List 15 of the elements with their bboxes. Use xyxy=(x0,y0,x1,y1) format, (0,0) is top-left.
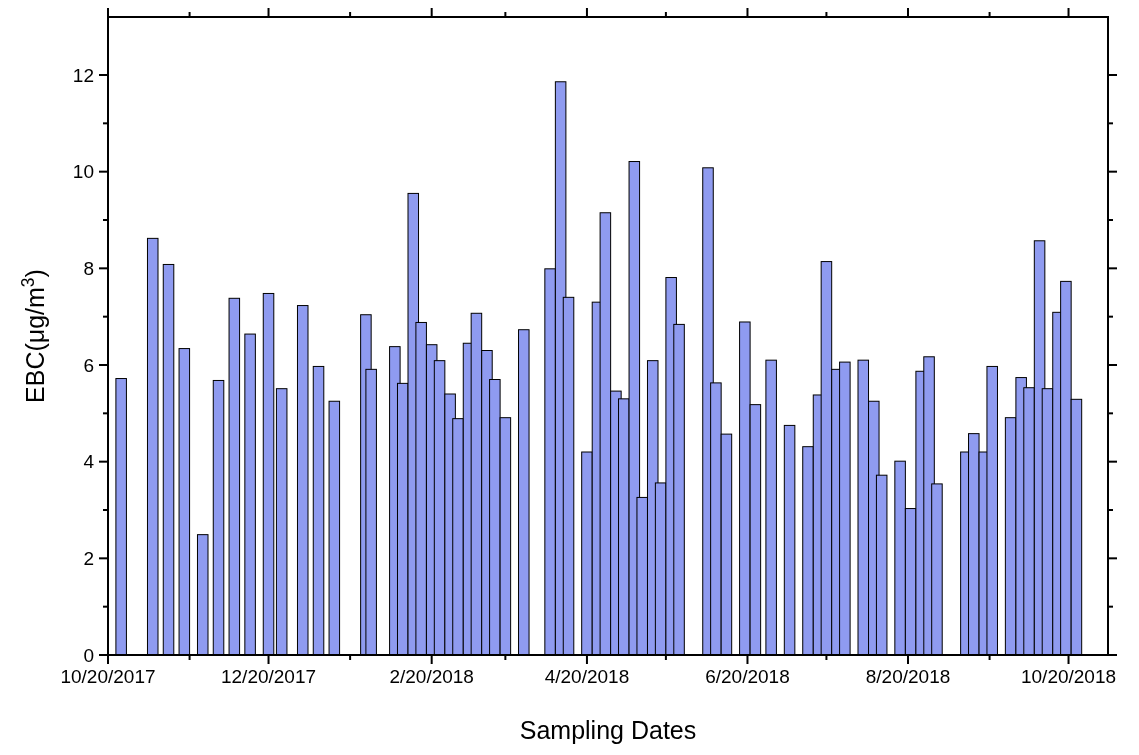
y-tick-label: 8 xyxy=(83,257,94,279)
y-tick-label: 12 xyxy=(72,64,94,86)
x-tick-label: 12/20/2017 xyxy=(220,666,317,687)
x-tick-label: 10/20/2017 xyxy=(60,666,156,687)
y-tick-label: 0 xyxy=(83,644,94,666)
y-tick-label: 6 xyxy=(83,354,94,376)
y-tick-label: 10 xyxy=(72,161,94,183)
x-axis-title: Sampling Dates xyxy=(519,716,697,744)
x-tick-label: 8/20/2018 xyxy=(865,666,951,687)
x-tick-label: 2/20/2018 xyxy=(389,666,474,687)
y-tick-label: 4 xyxy=(83,451,95,473)
x-tick-label: 4/20/2018 xyxy=(544,666,630,687)
x-tick-label: 6/20/2018 xyxy=(705,666,790,687)
y-tick-label: 2 xyxy=(83,547,94,569)
x-tick-label: 10/20/2018 xyxy=(1020,666,1117,687)
